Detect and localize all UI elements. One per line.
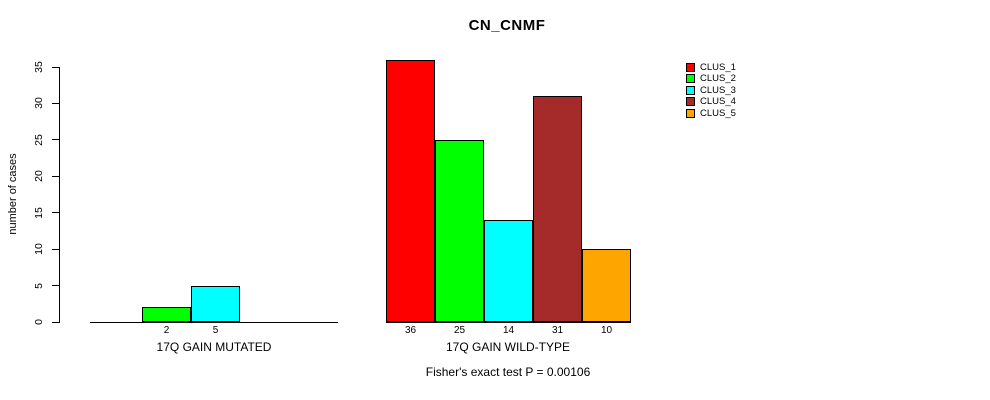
- legend-item: CLUS_3: [686, 84, 736, 96]
- legend-swatch-clus_1: [686, 62, 695, 72]
- chart-title: CN_CNMF: [468, 17, 546, 34]
- y-axis-tick-label: 30: [33, 97, 45, 110]
- group-label-wild-type: 17Q GAIN WILD-TYPE: [445, 340, 571, 354]
- bar-clus_3-group1: [484, 220, 533, 322]
- y-axis-tick: [52, 248, 59, 250]
- group-label-mutated: 17Q GAIN MUTATED: [156, 340, 272, 354]
- y-axis-tick: [52, 139, 59, 141]
- y-axis-line: [59, 67, 60, 323]
- y-axis-tick-label: 10: [33, 243, 45, 255]
- legend-label: CLUS_2: [700, 73, 736, 85]
- legend-item: CLUS_1: [686, 61, 736, 73]
- bar-clus_1-group1: [386, 60, 435, 322]
- y-axis-tick-label: 35: [33, 61, 45, 73]
- y-axis-tick-label: 15: [33, 206, 45, 219]
- legend-item: CLUS_5: [686, 107, 736, 119]
- bar-clus_2-group0: [142, 307, 191, 322]
- legend-item: CLUS_2: [686, 73, 736, 85]
- y-axis-tick: [52, 285, 59, 287]
- y-axis-tick: [52, 321, 59, 323]
- legend-label: CLUS_4: [700, 96, 736, 108]
- legend-swatch-clus_5: [686, 108, 695, 118]
- bar-clus_5-group1: [582, 249, 631, 322]
- y-axis-tick-label: 0: [33, 319, 45, 325]
- bar-value-label: 25: [453, 325, 466, 336]
- legend-label: CLUS_3: [700, 84, 736, 96]
- footnote: Fisher's exact test P = 0.00106: [425, 365, 591, 379]
- y-axis-tick: [52, 175, 59, 177]
- legend-label: CLUS_1: [700, 61, 736, 73]
- y-axis-tick-label: 5: [33, 282, 45, 289]
- legend-swatch-clus_2: [686, 74, 695, 84]
- legend-label: CLUS_5: [700, 107, 736, 119]
- bar-clus_4-group1: [533, 96, 582, 322]
- legend-item: CLUS_4: [686, 96, 736, 108]
- legend-swatch-clus_3: [686, 85, 695, 95]
- y-axis-tick-label: 25: [33, 134, 45, 146]
- legend-swatch-clus_4: [686, 97, 695, 107]
- y-axis-tick: [52, 66, 59, 68]
- bar-value-label: 2: [163, 325, 170, 336]
- y-axis-tick: [52, 102, 59, 104]
- bar-value-label: 10: [600, 325, 613, 336]
- bar-clus_3-group0: [191, 286, 240, 322]
- bar-value-label: 31: [551, 325, 564, 336]
- bar-value-label: 5: [212, 325, 219, 336]
- y-axis-tick: [52, 212, 59, 214]
- bar-value-label: 36: [404, 325, 417, 336]
- x-axis-line: [90, 322, 338, 323]
- bar-value-label: 14: [502, 325, 515, 336]
- y-axis-tick-label: 20: [33, 170, 45, 183]
- x-axis-line: [386, 322, 631, 323]
- bar-clus_2-group1: [435, 140, 484, 322]
- y-axis-label: number of cases: [7, 153, 19, 235]
